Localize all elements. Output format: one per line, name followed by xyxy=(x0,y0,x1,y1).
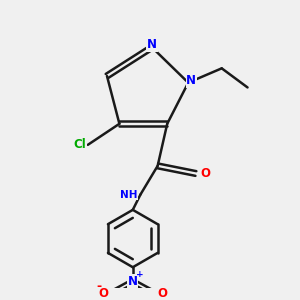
Text: -: - xyxy=(97,280,102,293)
Text: O: O xyxy=(200,167,211,180)
Text: +: + xyxy=(136,270,143,279)
Text: N: N xyxy=(147,38,157,51)
Text: O: O xyxy=(158,286,167,299)
Text: Cl: Cl xyxy=(74,138,87,151)
Text: N: N xyxy=(186,74,196,87)
Text: N: N xyxy=(128,275,138,288)
Text: NH: NH xyxy=(120,190,138,200)
Text: O: O xyxy=(98,286,108,299)
